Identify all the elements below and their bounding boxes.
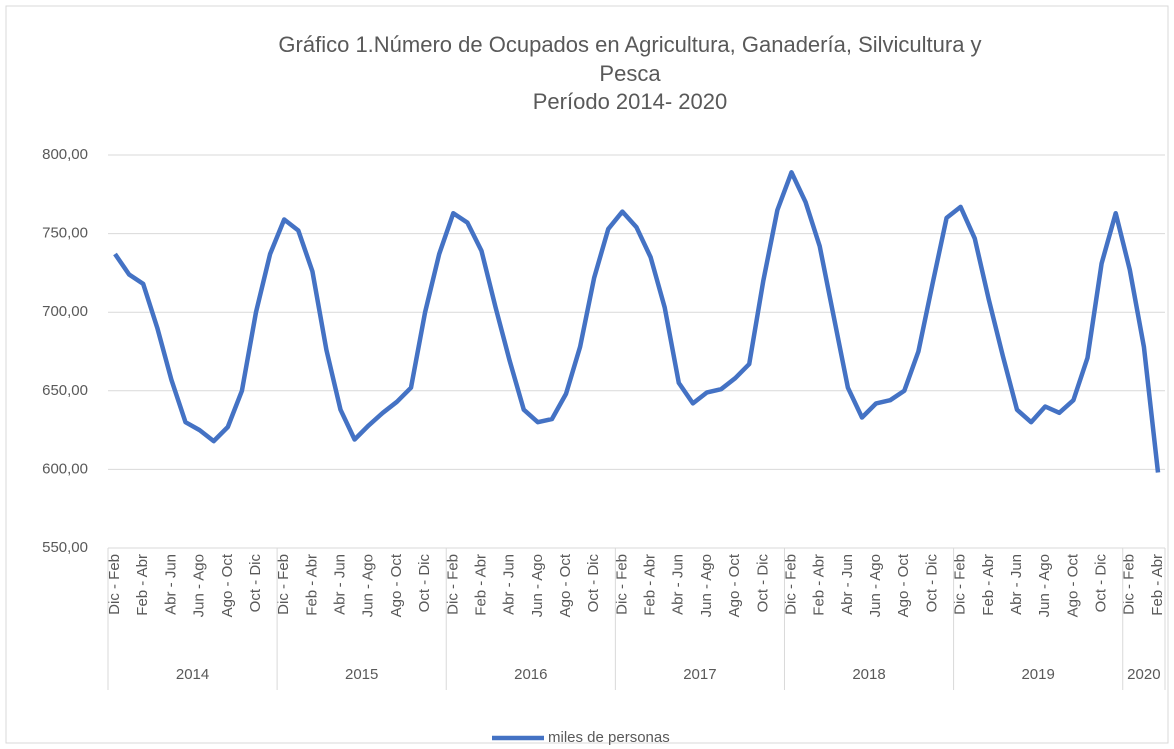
x-tick-label: Dic - Feb [275,554,292,615]
x-group-label: 2016 [514,666,547,683]
x-tick-label: Oct - Dic [754,554,771,613]
x-group-label: 2014 [176,666,209,683]
x-tick-label: Abr - Jun [501,554,518,615]
y-tick-label: 650,00 [42,382,88,399]
x-tick-label: Feb - Abr [134,554,151,616]
chart-title: Pesca [599,61,661,86]
x-tick-label: Feb - Abr [642,554,659,616]
x-tick-label: Oct - Dic [416,554,433,613]
x-tick-label: Feb - Abr [1149,554,1166,616]
legend-label: miles de personas [548,729,670,746]
y-tick-label: 800,00 [42,146,88,163]
chart-border [5,5,1169,744]
y-tick-label: 600,00 [42,460,88,477]
x-tick-label: Dic - Feb [444,554,461,615]
x-group-label: 2018 [852,666,885,683]
x-tick-label: Ago - Oct [726,553,743,617]
x-tick-label: Abr - Jun [162,554,179,615]
data-line [113,170,1161,473]
x-group-label: 2020 [1127,666,1160,683]
x-tick-label: Ago - Oct [1064,553,1081,617]
x-tick-label: Feb - Abr [303,554,320,616]
x-tick-label: Abr - Jun [1008,554,1025,615]
x-tick-label: Abr - Jun [839,554,856,615]
x-tick-label: Ago - Oct [219,553,236,617]
x-tick-label: Feb - Abr [472,554,489,616]
x-tick-label: Ago - Oct [895,553,912,617]
chart-title: Período 2014- 2020 [533,89,728,114]
chart-title: Gráfico 1.Número de Ocupados en Agricult… [278,32,981,57]
x-tick-label: Dic - Feb [613,554,630,615]
x-tick-label: Dic - Feb [106,554,123,615]
y-tick-label: 550,00 [42,539,88,556]
x-tick-label: Ago - Oct [388,553,405,617]
x-group-label: 2019 [1021,666,1054,683]
y-tick-label: 750,00 [42,225,88,242]
x-tick-label: Oct - Dic [1093,554,1110,613]
x-group-label: 2017 [683,666,716,683]
x-tick-label: Oct - Dic [923,554,940,613]
x-tick-label: Oct - Dic [585,554,602,613]
y-tick-label: 700,00 [42,303,88,320]
x-tick-label: Dic - Feb [952,554,969,615]
x-tick-label: Abr - Jun [670,554,687,615]
x-tick-label: Jun - Ago [867,554,884,617]
x-tick-label: Jun - Ago [360,554,377,617]
x-tick-label: Jun - Ago [191,554,208,617]
x-tick-label: Ago - Oct [557,553,574,617]
x-tick-label: Abr - Jun [332,554,349,615]
x-tick-label: Dic - Feb [1121,554,1138,615]
x-tick-label: Dic - Feb [782,554,799,615]
x-tick-label: Oct - Dic [247,554,264,613]
x-tick-label: Feb - Abr [811,554,828,616]
x-tick-label: Feb - Abr [980,554,997,616]
x-tick-label: Jun - Ago [1036,554,1053,617]
x-group-label: 2015 [345,666,378,683]
x-tick-label: Jun - Ago [529,554,546,617]
x-tick-label: Jun - Ago [698,554,715,617]
